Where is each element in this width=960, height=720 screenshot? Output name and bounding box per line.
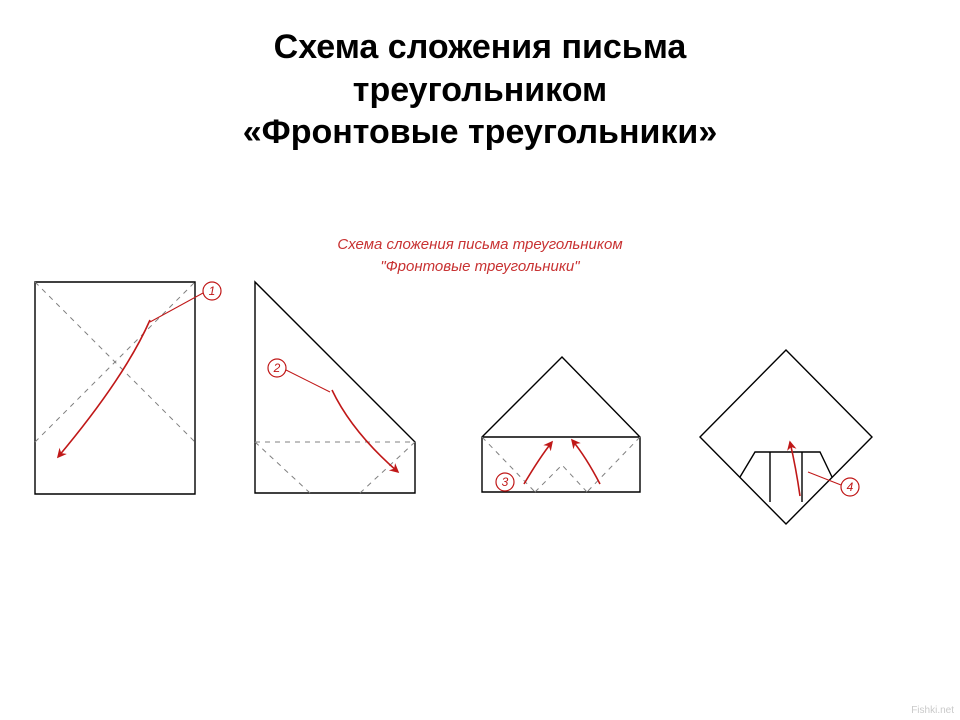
step3-arrow-0 [524, 442, 552, 484]
step2-leader [286, 370, 330, 392]
main-title: Схема сложения письма треугольником «Фро… [0, 0, 960, 164]
step4-solid-0 [740, 452, 832, 477]
step4-outline [700, 350, 872, 524]
inner-subtitle-line2: "Фронтовые треугольники" [0, 255, 960, 277]
title-line2: треугольником [0, 69, 960, 112]
step4-arrow-0 [790, 442, 800, 496]
watermark: Fishki.net [911, 705, 954, 716]
step2-label-text: 2 [273, 361, 281, 375]
inner-subtitle: Схема сложения письма треугольником "Фро… [0, 235, 960, 278]
step3-fold-1 [587, 437, 640, 492]
step3-arrow-1 [572, 440, 600, 484]
step2-fold-2 [360, 442, 415, 493]
step2-outline [255, 282, 415, 493]
title-line3: «Фронтовые треугольники» [0, 111, 960, 154]
step2-arrow-0 [332, 390, 398, 472]
step1-label-text: 1 [209, 284, 216, 298]
step4-label-text: 4 [847, 480, 854, 494]
step3-label-text: 3 [502, 475, 509, 489]
title-line1: Схема сложения письма [0, 26, 960, 69]
step3-fold-2 [535, 465, 587, 492]
inner-subtitle-line1: Схема сложения письма треугольником [0, 235, 960, 255]
step2-fold-1 [255, 442, 310, 493]
step1-outline [35, 282, 195, 494]
step3-outline [482, 357, 640, 492]
